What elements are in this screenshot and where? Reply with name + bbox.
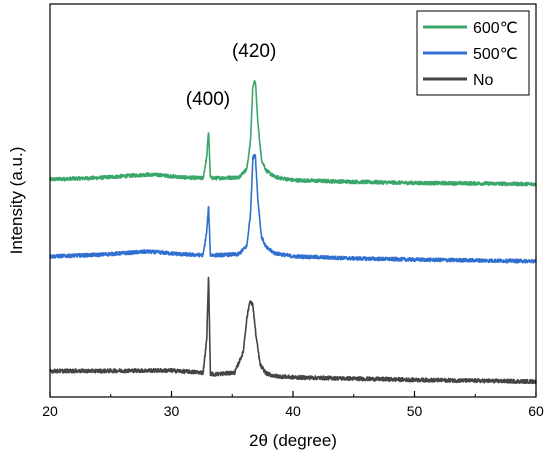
y-axis-label: Intensity (a.u.): [7, 147, 26, 255]
series-line-1: [49, 79, 537, 187]
x-tick-label-20: 20: [42, 403, 58, 419]
series-line-2: [49, 153, 537, 264]
legend-label-2: 500℃: [473, 46, 518, 63]
x-tick-label-50: 50: [407, 403, 423, 419]
series-layer: [49, 79, 537, 385]
legend-box: [416, 10, 530, 96]
x-axis-ticks: 20 30 40 50 60: [42, 391, 544, 419]
x-tick-label-60: 60: [528, 403, 544, 419]
x-axis-label: 2θ (degree): [249, 431, 337, 450]
x-tick-label-40: 40: [285, 403, 301, 419]
x-tick-label-30: 30: [164, 403, 180, 419]
peak-annotations: (400) (420): [186, 41, 277, 110]
legend-label-3: No: [473, 72, 494, 89]
series-line-3: [49, 276, 537, 385]
legend: 600℃ 500℃ No: [416, 10, 530, 96]
peak-label-2: (420): [232, 41, 276, 62]
peak-label-1: (400): [186, 89, 230, 110]
legend-label-1: 600℃: [473, 20, 518, 37]
